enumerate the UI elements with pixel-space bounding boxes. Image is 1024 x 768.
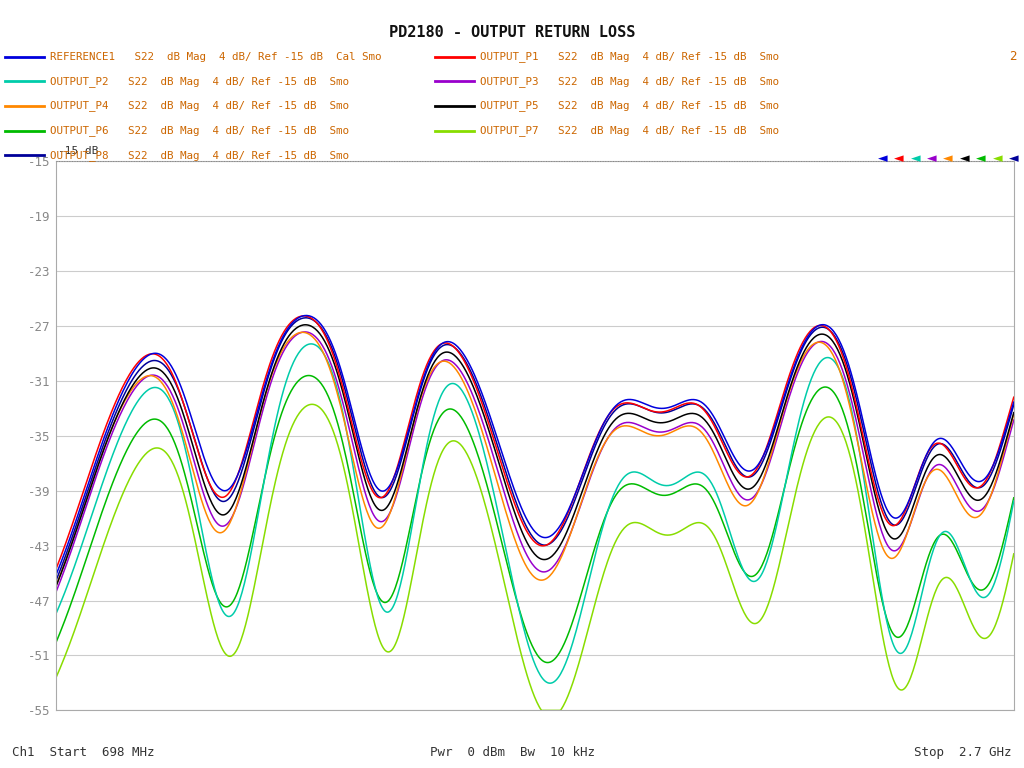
Text: ◄: ◄ xyxy=(959,153,970,165)
Text: Pwr  0 dBm  Bw  10 kHz: Pwr 0 dBm Bw 10 kHz xyxy=(429,746,595,759)
Text: 2: 2 xyxy=(1010,51,1017,63)
Text: ◄: ◄ xyxy=(910,153,921,165)
Text: OUTPUT_P5   S22  dB Mag  4 dB/ Ref -15 dB  Smo: OUTPUT_P5 S22 dB Mag 4 dB/ Ref -15 dB Sm… xyxy=(480,101,779,111)
Text: ◄: ◄ xyxy=(894,153,904,165)
Text: OUTPUT_P1   S22  dB Mag  4 dB/ Ref -15 dB  Smo: OUTPUT_P1 S22 dB Mag 4 dB/ Ref -15 dB Sm… xyxy=(480,51,779,62)
Text: OUTPUT_P4   S22  dB Mag  4 dB/ Ref -15 dB  Smo: OUTPUT_P4 S22 dB Mag 4 dB/ Ref -15 dB Sm… xyxy=(50,101,349,111)
Text: OUTPUT_P6   S22  dB Mag  4 dB/ Ref -15 dB  Smo: OUTPUT_P6 S22 dB Mag 4 dB/ Ref -15 dB Sm… xyxy=(50,125,349,136)
Text: OUTPUT_P7   S22  dB Mag  4 dB/ Ref -15 dB  Smo: OUTPUT_P7 S22 dB Mag 4 dB/ Ref -15 dB Sm… xyxy=(480,125,779,136)
Text: PD2180 - OUTPUT RETURN LOSS: PD2180 - OUTPUT RETURN LOSS xyxy=(389,25,635,40)
Text: REFERENCE1   S22  dB Mag  4 dB/ Ref -15 dB  Cal Smo: REFERENCE1 S22 dB Mag 4 dB/ Ref -15 dB C… xyxy=(50,51,382,62)
Text: ◄: ◄ xyxy=(878,153,888,165)
Text: OUTPUT_P2   S22  dB Mag  4 dB/ Ref -15 dB  Smo: OUTPUT_P2 S22 dB Mag 4 dB/ Ref -15 dB Sm… xyxy=(50,76,349,87)
Text: Ch1  Start  698 MHz: Ch1 Start 698 MHz xyxy=(12,746,155,759)
Text: ◄: ◄ xyxy=(943,153,953,165)
Text: ◄: ◄ xyxy=(992,153,1002,165)
Text: OUTPUT_P8   S22  dB Mag  4 dB/ Ref -15 dB  Smo: OUTPUT_P8 S22 dB Mag 4 dB/ Ref -15 dB Sm… xyxy=(50,150,349,161)
Text: OUTPUT_P3   S22  dB Mag  4 dB/ Ref -15 dB  Smo: OUTPUT_P3 S22 dB Mag 4 dB/ Ref -15 dB Sm… xyxy=(480,76,779,87)
Text: ◄: ◄ xyxy=(976,153,986,165)
Text: Stop  2.7 GHz: Stop 2.7 GHz xyxy=(914,746,1012,759)
Text: -15 dB: -15 dB xyxy=(58,146,98,156)
Text: ◄: ◄ xyxy=(927,153,937,165)
Text: ◄: ◄ xyxy=(1009,153,1019,165)
